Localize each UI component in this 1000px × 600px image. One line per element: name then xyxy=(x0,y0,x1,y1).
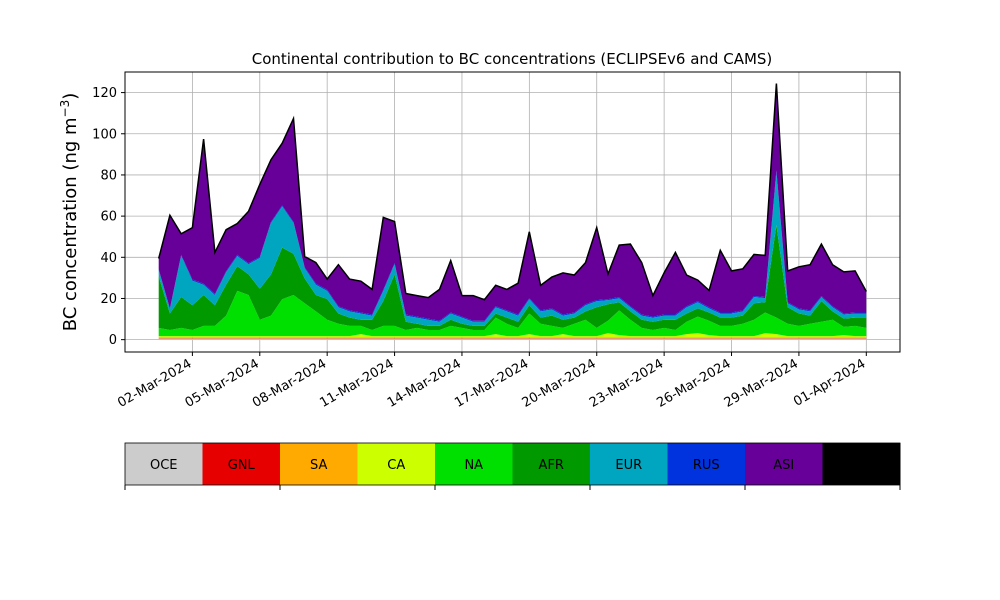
area-eur xyxy=(158,173,867,326)
y-tick-label: 40 xyxy=(100,251,117,266)
area-oce xyxy=(158,338,867,340)
legend-label-aus: AUS xyxy=(848,458,875,473)
legend-label-afr: AFR xyxy=(539,458,564,473)
y-tick-label: 80 xyxy=(100,168,117,183)
legend: OCE GNL SA CA NA AFR EUR RUS ASI AUS xyxy=(124,442,901,490)
y-axis-label: BC concentration (ng m−3) xyxy=(58,93,81,332)
y-tick-label: 20 xyxy=(100,292,117,307)
y-tick-label: 100 xyxy=(92,127,117,142)
y-tick-label: 60 xyxy=(100,210,117,225)
area-na xyxy=(158,290,867,337)
legend-swatch-afr xyxy=(512,443,591,485)
total-line-layer xyxy=(157,83,867,301)
area-sa xyxy=(158,337,867,339)
legend-swatch-na xyxy=(435,443,513,485)
area-ca xyxy=(158,333,867,338)
legend-label-oce: OCE xyxy=(150,458,178,473)
legend-swatch-ca xyxy=(357,443,436,485)
plot-frame xyxy=(124,71,901,353)
legend-label-ca: CA xyxy=(387,458,405,473)
area-rus xyxy=(158,170,867,322)
y-tick-label: 0 xyxy=(109,333,117,348)
legend-label-rus: RUS xyxy=(693,458,720,473)
legend-swatch-eur xyxy=(590,443,668,485)
legend-swatch-rus xyxy=(667,443,746,485)
chart-title: Continental contribution to BC concentra… xyxy=(252,50,773,68)
legend-swatch-oce xyxy=(125,443,203,485)
legend-swatch-asi xyxy=(745,443,823,485)
y-axis: 0 20 40 60 80 100 120 xyxy=(92,86,125,348)
total-line xyxy=(157,83,867,301)
legend-swatch-gnl xyxy=(202,443,281,485)
legend-label-sa: SA xyxy=(310,458,327,473)
y-tick-label: 120 xyxy=(92,86,117,101)
legend-label-eur: EUR xyxy=(615,458,642,473)
legend-label-gnl: GNL xyxy=(228,458,256,473)
legend-label-na: NA xyxy=(464,458,483,473)
area-afr xyxy=(158,225,867,330)
legend-label-asi: ASI xyxy=(773,458,794,473)
legend-swatch-sa xyxy=(280,443,358,485)
legend-frame xyxy=(124,442,901,486)
legend-swatch-aus xyxy=(822,443,901,485)
